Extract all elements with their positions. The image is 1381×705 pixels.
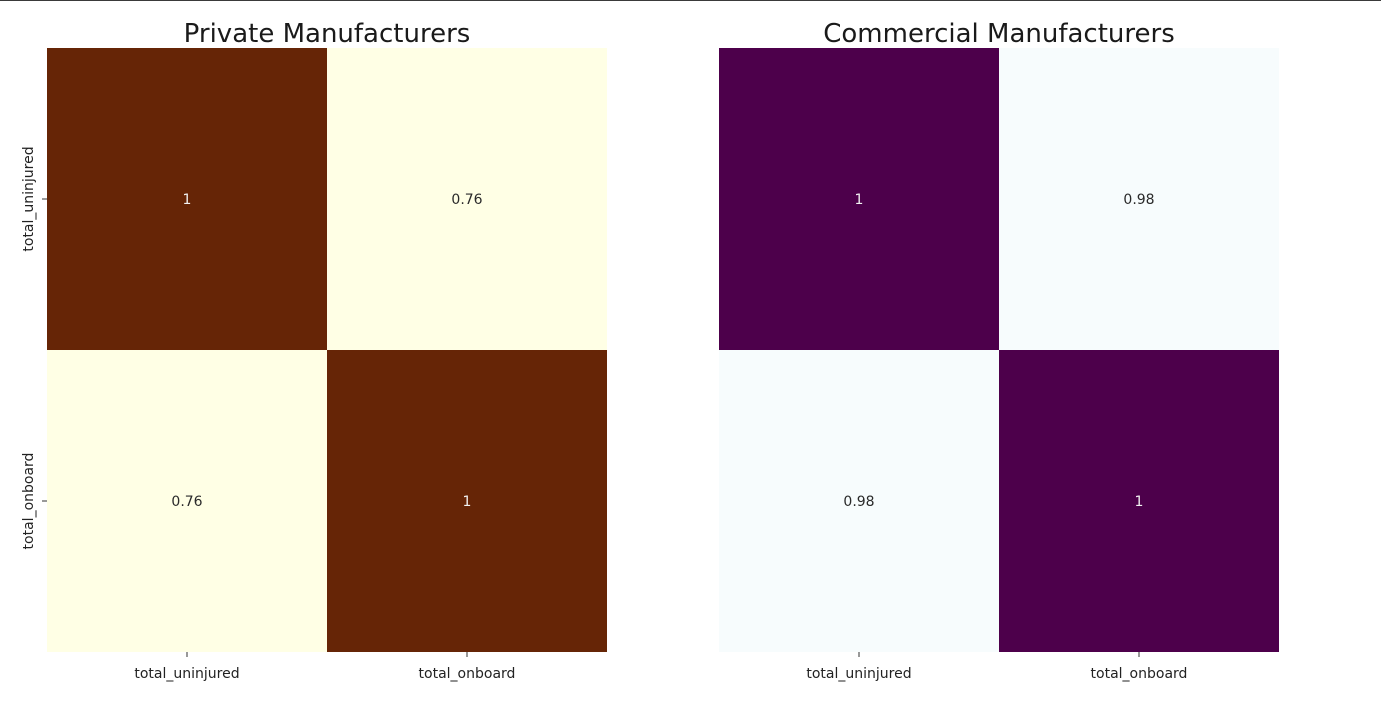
y-tick-label: total_uninjured xyxy=(21,146,37,251)
x-tick-label: total_onboard xyxy=(1091,666,1188,682)
x-tick-label: total_uninjured xyxy=(806,666,911,682)
heatmap-cell xyxy=(999,48,1279,350)
cell-value-label: 0.76 xyxy=(171,494,202,510)
heatmap-cell xyxy=(47,48,327,350)
chart-title: Commercial Manufacturers xyxy=(823,19,1175,49)
heatmap-cell xyxy=(327,48,607,350)
y-tick-label: total_onboard xyxy=(21,453,37,550)
heatmap-cell xyxy=(719,48,999,350)
cell-value-label: 0.76 xyxy=(451,192,482,208)
top-border xyxy=(0,0,1381,1)
x-tick-label: total_onboard xyxy=(419,666,516,682)
cell-value-label: 0.98 xyxy=(843,494,874,510)
heatmap-private-manufacturers: Private Manufacturers 1 0.76 0.76 1 total_uni… xyxy=(21,19,607,682)
cell-value-label: 1 xyxy=(855,192,864,208)
chart-title: Private Manufacturers xyxy=(184,19,471,49)
heatmap-cell xyxy=(47,350,327,652)
cell-value-label: 1 xyxy=(1135,494,1144,510)
heatmap-cell xyxy=(327,350,607,652)
heatmap-cell xyxy=(999,350,1279,652)
cell-value-label: 1 xyxy=(463,494,472,510)
cell-value-label: 0.98 xyxy=(1123,192,1154,208)
x-tick-label: total_uninjured xyxy=(134,666,239,682)
cell-value-label: 1 xyxy=(183,192,192,208)
heatmap-cell xyxy=(719,350,999,652)
